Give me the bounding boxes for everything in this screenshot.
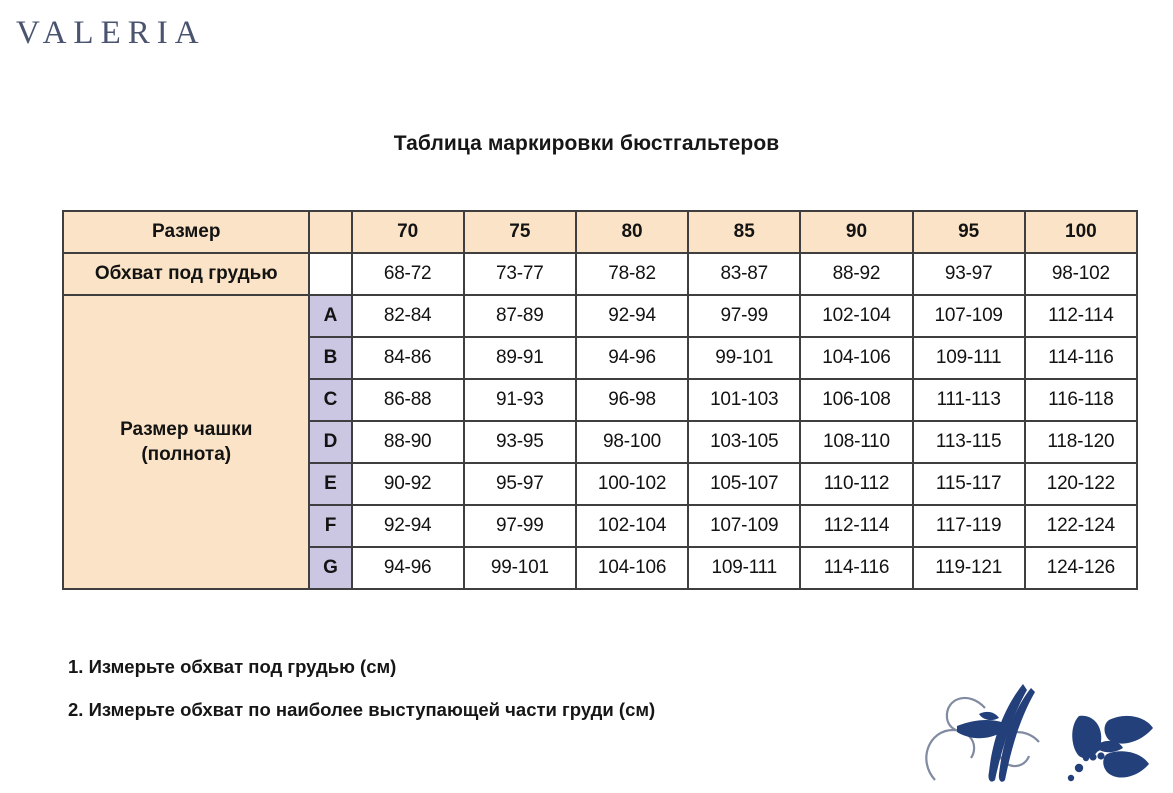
cup-value-F-100: 122-124	[1023, 504, 1139, 548]
instruction-item-2: 2. Измерьте обхват по наиболее выступающ…	[68, 699, 656, 720]
column-header-size-100: 100	[1023, 210, 1139, 254]
instructions-list: 1. Измерьте обхват под грудью (см) 2. Из…	[68, 655, 888, 741]
column-header-size-75: 75	[462, 210, 577, 254]
cup-value-F-80: 102-104	[574, 504, 690, 548]
column-header-size-95: 95	[911, 210, 1026, 254]
page-title: Таблица маркировки бюстгальтеров	[393, 132, 780, 155]
cup-value-G-75: 99-101	[462, 546, 577, 590]
cup-value-G-100: 124-126	[1023, 546, 1139, 590]
cup-letter-F: F	[308, 504, 353, 548]
table-row-cup-B: B 84-86 89-91 94-96 99-101 104-106 109-111 114-…	[63, 336, 1139, 380]
cup-value-D-85: 103-105	[687, 420, 802, 464]
cup-value-E-85: 105-107	[687, 462, 802, 506]
cup-value-F-85: 107-109	[687, 504, 802, 548]
cup-value-D-100: 118-120	[1023, 420, 1139, 464]
table-row-cup-C: C 86-88 91-93 96-98 101-103 106-108 111-113 116…	[63, 378, 1139, 422]
underbust-value-90: 88-92	[799, 252, 914, 296]
column-header-size-85: 85	[687, 210, 802, 254]
underbust-value-70: 68-72	[350, 252, 465, 296]
cup-value-A-90: 102-104	[799, 294, 914, 338]
cup-label-line-1: Размер чашки	[120, 419, 253, 440]
table-row-cup-D: D 88-90 93-95 98-100 103-105 108-110 113-115 11…	[63, 420, 1139, 464]
cup-value-A-100: 112-114	[1023, 294, 1139, 338]
cup-value-E-80: 100-102	[574, 462, 690, 506]
cup-value-C-90: 106-108	[799, 378, 914, 422]
row-label-size: Размер	[61, 210, 311, 254]
cup-value-C-75: 91-93	[462, 378, 577, 422]
cup-letter-D: D	[308, 420, 353, 464]
table-row-cup-G: G 94-96 99-101 104-106 109-111 114-116 119-121…	[63, 546, 1139, 590]
cup-value-B-100: 114-116	[1023, 336, 1139, 380]
cup-value-E-90: 110-112	[799, 462, 914, 506]
cup-value-C-95: 111-113	[911, 378, 1026, 422]
cup-value-C-70: 86-88	[350, 378, 465, 422]
underbust-value-95: 93-97	[911, 252, 1026, 296]
cup-value-F-75: 97-99	[462, 504, 577, 548]
cup-value-B-80: 94-96	[574, 336, 690, 380]
cup-letter-C: C	[308, 378, 353, 422]
cup-value-A-95: 107-109	[911, 294, 1026, 338]
cup-letter-B: B	[308, 336, 353, 380]
cup-value-D-80: 98-100	[574, 420, 690, 464]
cup-value-E-70: 90-92	[350, 462, 465, 506]
row-label-underbust: Обхват под грудью	[61, 252, 311, 296]
cup-value-B-95: 109-111	[911, 336, 1026, 380]
cup-letter-A: A	[308, 294, 353, 338]
cup-value-G-85: 109-111	[687, 546, 802, 590]
table-row-cup-A: Размер чашки (полнота) A 82-84 87-89 92-94 97-…	[61, 294, 1139, 590]
table-row-size-header: Размер 70 75 80 85 90 95 100	[61, 210, 1139, 254]
column-header-size-90: 90	[799, 210, 914, 254]
cup-value-B-75: 89-91	[462, 336, 577, 380]
cup-value-E-100: 120-122	[1023, 462, 1139, 506]
cup-value-B-85: 99-101	[687, 336, 802, 380]
instruction-item-1: 1. Измерьте обхват под грудью (см)	[68, 656, 397, 677]
cup-value-G-95: 119-121	[911, 546, 1026, 590]
table-row-cup-F: F 92-94 97-99 102-104 107-109 112-114 117-119 1…	[63, 504, 1139, 548]
letter-column-header	[308, 210, 353, 254]
cup-value-D-95: 113-115	[911, 420, 1026, 464]
cup-value-D-70: 88-90	[350, 420, 465, 464]
floral-swirl-ornament	[923, 668, 1173, 788]
cup-value-A-75: 87-89	[462, 294, 577, 338]
cup-value-A-85: 97-99	[687, 294, 802, 338]
cup-value-A-80: 92-94	[574, 294, 690, 338]
underbust-value-85: 83-87	[687, 252, 802, 296]
cup-value-E-95: 115-117	[911, 462, 1026, 506]
cup-value-D-75: 93-95	[462, 420, 577, 464]
cup-value-B-90: 104-106	[799, 336, 914, 380]
brand-logo: VALERIA	[16, 15, 206, 51]
cup-value-G-90: 114-116	[799, 546, 914, 590]
cup-value-C-85: 101-103	[687, 378, 802, 422]
cup-value-C-100: 116-118	[1023, 378, 1139, 422]
size-table-container: Размер 70 75 80 85 90 95 100 Обхват под грудью 68…	[61, 210, 1139, 590]
cup-label-line-2: (полнота)	[141, 444, 232, 465]
row-label-cup-size: Размер чашки (полнота)	[61, 294, 311, 590]
cup-letter-G: G	[308, 546, 353, 590]
column-header-size-70: 70	[350, 210, 465, 254]
cup-value-D-90: 108-110	[799, 420, 914, 464]
bra-size-table: Размер 70 75 80 85 90 95 100 Обхват под грудью 68…	[61, 210, 1139, 590]
underbust-value-80: 78-82	[574, 252, 690, 296]
cup-value-E-75: 95-97	[462, 462, 577, 506]
table-row-cup-E: E 90-92 95-97 100-102 105-107 110-112 115-117 1…	[63, 462, 1139, 506]
cup-value-A-70: 82-84	[350, 294, 465, 338]
cup-value-B-70: 84-86	[350, 336, 465, 380]
cup-value-F-90: 112-114	[799, 504, 914, 548]
cup-value-G-70: 94-96	[350, 546, 465, 590]
underbust-value-100: 98-102	[1023, 252, 1139, 296]
underbust-letter-cell	[308, 252, 353, 296]
cup-letter-E: E	[308, 462, 353, 506]
table-row-underbust: Обхват под грудью 68-72 73-77 78-82 83-87 88-…	[61, 252, 1139, 296]
cup-value-C-80: 96-98	[574, 378, 690, 422]
cup-value-F-70: 92-94	[350, 504, 465, 548]
column-header-size-80: 80	[574, 210, 690, 254]
cup-value-F-95: 117-119	[911, 504, 1026, 548]
cup-value-G-80: 104-106	[574, 546, 690, 590]
underbust-value-75: 73-77	[462, 252, 577, 296]
